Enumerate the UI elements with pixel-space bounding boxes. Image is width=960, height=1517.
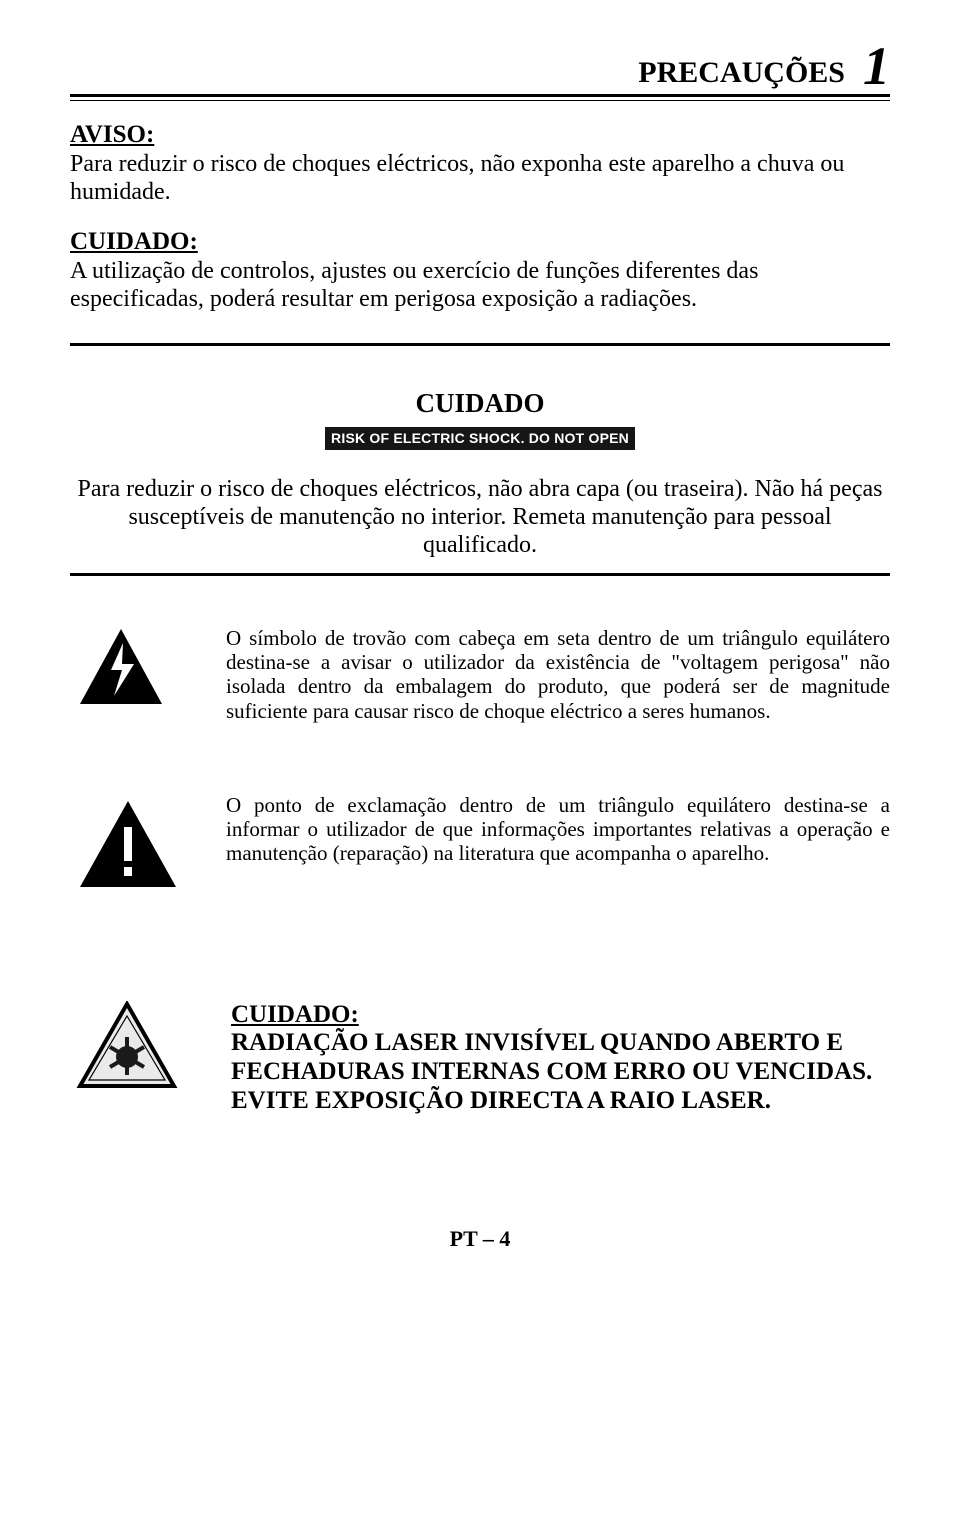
laser-warning-heading: CUIDADO:: [231, 1001, 359, 1028]
aviso-body: Para reduzir o risco de choques eléctric…: [70, 151, 890, 206]
risk-bar-label: RISK OF ELECTRIC SHOCK. DO NOT OPEN: [325, 427, 635, 450]
laser-warning-text: CUIDADO: RADIAÇÃO LASER INVISÍVEL QUANDO…: [231, 1001, 890, 1116]
exclamation-triangle-icon: [76, 799, 180, 891]
risk-bar: RISK OF ELECTRIC SHOCK. DO NOT OPEN: [70, 427, 890, 450]
lightning-icon-cell: [70, 626, 226, 710]
page-title: PRECAUÇÕES: [638, 56, 845, 90]
lightning-triangle-icon: [76, 626, 166, 710]
laser-icon-cell: [70, 1001, 231, 1091]
page-header: PRECAUÇÕES 1: [70, 40, 890, 97]
cuidado-center-body: Para reduzir o risco de choques eléctric…: [70, 476, 890, 559]
exclamation-symbol-text: O ponto de exclamação dentro de um triân…: [226, 793, 890, 865]
header-thin-rule: [70, 100, 890, 101]
section-rule-1: [70, 343, 890, 346]
laser-triangle-icon: [76, 1001, 178, 1091]
laser-warning-line1: RADIAÇÃO LASER INVISÍVEL QUANDO ABERTO E: [231, 1029, 843, 1056]
cuidado-center-title: CUIDADO: [70, 388, 890, 419]
aviso-heading: AVISO:: [70, 121, 890, 149]
laser-warning-line2: FECHADURAS INTERNAS COM ERRO OU VENCIDAS…: [231, 1058, 872, 1085]
laser-warning-line3: EVITE EXPOSIÇÃO DIRECTA A RAIO LASER.: [231, 1087, 771, 1114]
page-footer: PT – 4: [70, 1226, 890, 1252]
laser-warning-row: CUIDADO: RADIAÇÃO LASER INVISÍVEL QUANDO…: [70, 1001, 890, 1116]
document-page: PRECAUÇÕES 1 AVISO: Para reduzir o risco…: [0, 0, 960, 1282]
lightning-symbol-text: O símbolo de trovão com cabeça em seta d…: [226, 626, 890, 723]
lightning-symbol-row: O símbolo de trovão com cabeça em seta d…: [70, 626, 890, 723]
exclamation-symbol-row: O ponto de exclamação dentro de um triân…: [70, 793, 890, 891]
section-number: 1: [863, 42, 890, 91]
section-rule-2: [70, 573, 890, 576]
cuidado-heading: CUIDADO:: [70, 228, 890, 256]
cuidado-body: A utilização de controlos, ajustes ou ex…: [70, 258, 890, 313]
exclamation-icon-cell: [70, 793, 226, 891]
